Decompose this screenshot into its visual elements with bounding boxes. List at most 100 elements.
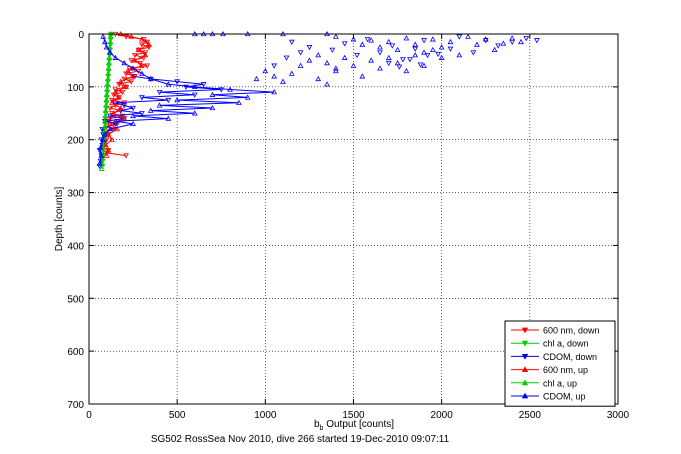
data-point (101, 38, 108, 45)
data-point (523, 36, 530, 42)
y-tick-label: 200 (67, 136, 84, 147)
data-point (482, 38, 489, 44)
data-point (288, 70, 295, 76)
x-tick-label: 500 (169, 410, 186, 421)
data-point (368, 37, 375, 43)
data-point (104, 75, 111, 82)
data-point (385, 54, 392, 60)
data-point (364, 37, 371, 43)
data-point (135, 46, 142, 53)
data-point (354, 52, 360, 59)
data-point (377, 65, 383, 71)
data-point (128, 79, 135, 85)
legend-marker (521, 366, 529, 373)
x-tick-label: 2500 (519, 410, 542, 421)
data-point (283, 55, 290, 61)
data-point (97, 144, 104, 150)
data-point (474, 41, 480, 47)
y-tick-label: 400 (67, 241, 84, 252)
data-point (491, 46, 498, 53)
data-point (130, 73, 136, 79)
data-point (107, 49, 114, 55)
data-point (399, 57, 406, 63)
data-point (112, 100, 119, 106)
data-point (306, 57, 313, 63)
data-point (280, 78, 286, 84)
data-point (139, 70, 145, 76)
y-axis-label: Depth [counts] (54, 187, 65, 252)
data-point (96, 163, 103, 170)
data-point (104, 86, 110, 92)
data-point (144, 63, 151, 69)
data-point (447, 38, 454, 45)
data-point (306, 45, 313, 51)
data-point (412, 52, 419, 58)
data-point (139, 95, 145, 101)
data-point (112, 87, 119, 93)
legend-entry: CDOM, down (543, 352, 597, 362)
data-point (112, 89, 119, 95)
data-point (332, 67, 339, 74)
data-point (495, 43, 501, 49)
data-point (385, 38, 392, 45)
data-point (332, 65, 339, 71)
data-point (429, 46, 436, 53)
data-point (121, 103, 128, 109)
data-point (142, 50, 149, 56)
data-point (147, 75, 154, 82)
data-point (500, 40, 507, 46)
legend-entry: CDOM, up (543, 392, 586, 402)
y-tick-label: 500 (67, 294, 84, 305)
y-tick-label: 700 (67, 400, 84, 411)
legend-marker (521, 353, 529, 360)
data-point (359, 73, 366, 79)
data-point (456, 52, 463, 58)
data-point (403, 67, 410, 74)
data-point (191, 83, 198, 90)
data-point (341, 41, 348, 47)
data-point (389, 43, 396, 49)
data-point (117, 104, 124, 111)
data-point (121, 100, 128, 106)
data-point (509, 39, 516, 45)
legend-entry: 600 nm, up (543, 365, 588, 375)
data-point (341, 54, 348, 60)
data-point (100, 136, 106, 142)
data-point (128, 33, 135, 39)
data-point (100, 33, 106, 39)
data-point (96, 160, 103, 166)
data-point (465, 33, 471, 39)
data-point (116, 94, 122, 100)
data-point (114, 126, 121, 132)
data-point (110, 110, 117, 116)
data-point (332, 33, 339, 39)
data-point (435, 51, 442, 58)
data-point (103, 152, 110, 158)
data-point (227, 86, 233, 92)
data-point (174, 97, 181, 103)
data-point (297, 50, 304, 56)
data-point (262, 67, 269, 74)
data-point (112, 54, 119, 60)
y-tick-label: 300 (67, 189, 84, 200)
data-point (297, 62, 304, 68)
data-point (112, 118, 119, 124)
data-point (271, 63, 278, 69)
data-point (107, 120, 114, 127)
data-point (447, 46, 454, 52)
data-point (117, 78, 124, 84)
x-tick-label: 0 (86, 410, 92, 421)
data-point (403, 35, 410, 41)
data-point (106, 44, 113, 50)
series-extra (271, 34, 540, 70)
data-point (350, 36, 357, 42)
data-point (534, 38, 540, 44)
data-point (209, 91, 216, 97)
data-point (128, 58, 135, 64)
data-point (131, 57, 138, 63)
data-point (102, 141, 109, 148)
figure-caption: SG502 RossSea Nov 2010, dive 266 started… (151, 434, 450, 445)
series-cdom-up (96, 33, 278, 166)
data-point (119, 89, 126, 96)
data-point (124, 67, 131, 74)
